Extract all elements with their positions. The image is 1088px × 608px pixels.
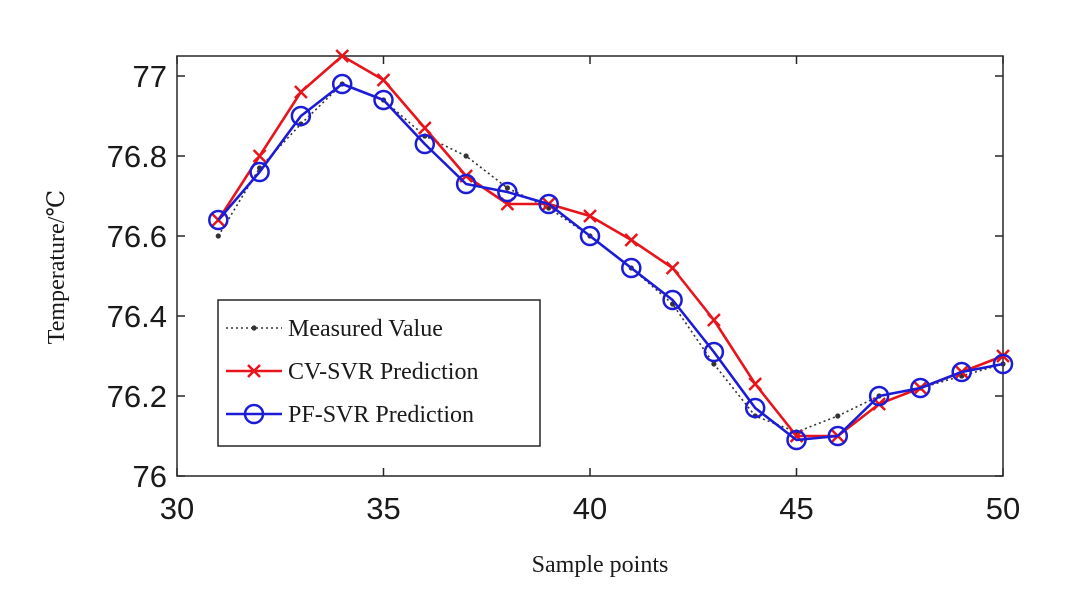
y-tick-label: 76.4 xyxy=(107,299,167,334)
series-pf-svr-prediction xyxy=(208,73,1014,451)
x-axis-title: Sample points xyxy=(532,552,669,578)
data-point-pf-svr-prediction xyxy=(703,341,725,363)
x-tick-label: 40 xyxy=(573,491,607,526)
legend-entry-pf-svr-prediction: PF-SVR Prediction xyxy=(226,402,474,428)
y-tick-label: 76.8 xyxy=(107,139,167,174)
data-point-pf-svr-prediction xyxy=(331,73,353,95)
data-point-measured-value xyxy=(835,413,841,419)
data-point-pf-svr-prediction xyxy=(992,353,1014,375)
x-tick-label: 30 xyxy=(160,491,194,526)
y-tick-label: 76 xyxy=(133,459,167,494)
data-point-pf-svr-prediction xyxy=(497,181,518,203)
y-tick-label: 76.6 xyxy=(107,219,167,254)
x-tick-label: 35 xyxy=(366,491,400,526)
data-point-pf-svr-prediction xyxy=(662,289,683,311)
legend-marker xyxy=(243,403,265,425)
legend-marker xyxy=(247,364,261,378)
legend-label: PF-SVR Prediction xyxy=(288,402,474,428)
data-point-pf-svr-prediction xyxy=(621,257,642,279)
y-tick-label: 77 xyxy=(133,59,167,94)
x-tick-label: 45 xyxy=(779,491,813,526)
legend-entry-cv-svr-prediction: CV-SVR Prediction xyxy=(226,359,478,385)
data-point-measured-value xyxy=(504,185,510,191)
data-point-cv-svr-prediction xyxy=(417,121,432,135)
data-point-cv-svr-prediction xyxy=(252,149,267,163)
data-point-pf-svr-prediction xyxy=(455,173,477,195)
legend-box xyxy=(217,299,541,447)
legend-label: CV-SVR Prediction xyxy=(288,359,478,385)
data-point-pf-svr-prediction xyxy=(827,425,849,447)
data-point-pf-svr-prediction xyxy=(786,429,807,451)
data-point-cv-svr-prediction xyxy=(665,261,680,275)
data-point-pf-svr-prediction xyxy=(868,385,890,407)
series-line-cv-svr-prediction xyxy=(217,54,1004,438)
data-point-measured-value xyxy=(463,153,469,159)
data-point-pf-svr-prediction xyxy=(951,361,972,383)
legend-entry-measured-value: Measured Value xyxy=(226,316,443,342)
y-tick-label: 76.2 xyxy=(107,379,167,414)
data-point-cv-svr-prediction xyxy=(583,209,597,223)
data-point-pf-svr-prediction xyxy=(373,89,394,111)
legend-label: Measured Value xyxy=(288,316,443,342)
x-tick-label: 50 xyxy=(986,491,1020,526)
data-point-cv-svr-prediction xyxy=(335,49,350,63)
data-point-pf-svr-prediction xyxy=(744,397,766,419)
data-point-measured-value xyxy=(215,233,221,239)
data-point-pf-svr-prediction xyxy=(249,161,270,183)
data-point-cv-svr-prediction xyxy=(707,313,721,327)
data-point-cv-svr-prediction xyxy=(748,377,763,391)
data-point-pf-svr-prediction xyxy=(208,209,229,231)
data-point-pf-svr-prediction xyxy=(414,133,436,155)
data-point-pf-svr-prediction xyxy=(538,193,559,215)
data-point-cv-svr-prediction xyxy=(376,73,391,87)
y-axis-title: Temperature/℃ xyxy=(44,190,70,344)
data-point-pf-svr-prediction xyxy=(910,377,931,399)
legend-marker xyxy=(251,325,257,331)
data-point-pf-svr-prediction xyxy=(290,105,312,127)
data-point-measured-value xyxy=(711,361,717,367)
data-point-pf-svr-prediction xyxy=(579,225,601,247)
data-point-cv-svr-prediction xyxy=(294,85,308,99)
data-point-cv-svr-prediction xyxy=(624,233,639,247)
